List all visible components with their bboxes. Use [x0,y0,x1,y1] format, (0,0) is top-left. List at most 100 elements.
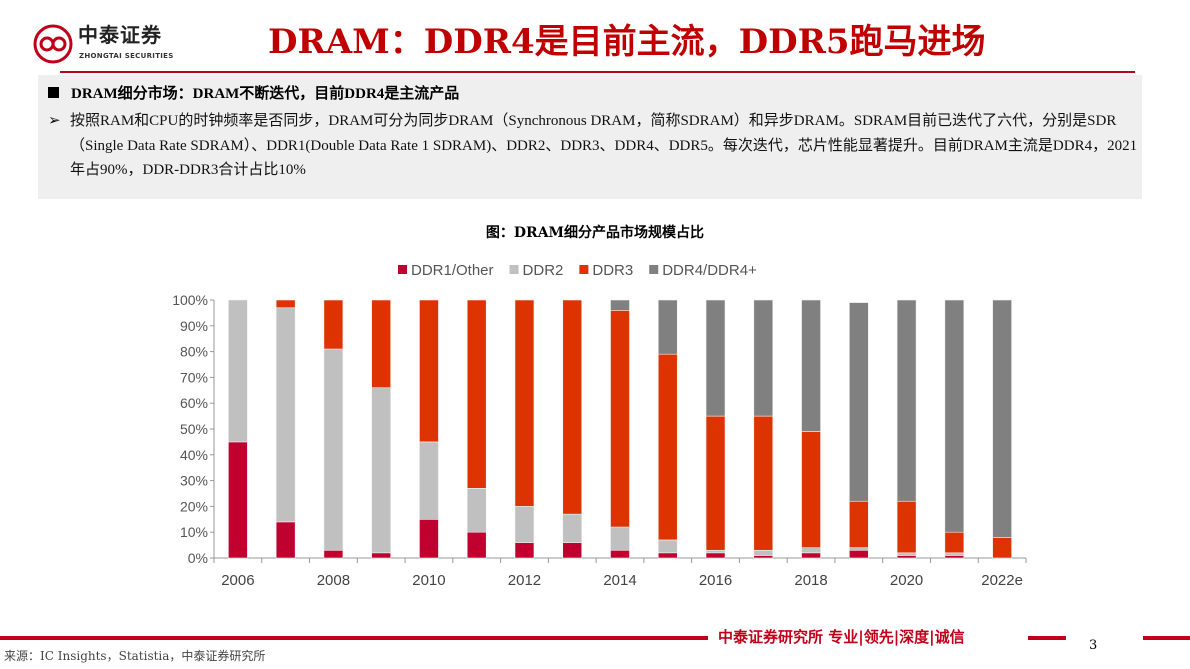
x-tick-label: 2020 [890,572,923,589]
y-tick-label: 100% [172,292,208,308]
x-tick-label: 2008 [317,572,350,589]
bar-segment-ddr1-other-2007 [275,521,296,559]
y-tick-label: 80% [180,344,208,360]
bar-segment-ddr2-2015 [657,539,678,554]
bar-segment-ddr4-ddr4--2021 [944,299,965,533]
bar-segment-ddr3-2015 [657,353,678,541]
bar-segment-ddr1-other-2013 [562,542,583,559]
bar-segment-ddr1-other-2010 [419,518,439,559]
summary-heading: DRAM细分市场：DRAM不断迭代，目前DDR4是主流产品 [48,84,459,104]
bar-segment-ddr2-2013 [562,513,583,543]
legend-label: DDR1/Other [411,262,494,279]
bar-segment-ddr1-other-2008 [323,549,344,559]
x-tick-label: 2012 [508,572,541,589]
bar-segment-ddr3-2012 [514,299,535,507]
legend-swatch [509,265,519,274]
bar-segment-ddr1-other-2006 [228,441,248,559]
y-tick-label: 60% [180,395,208,411]
y-tick-label: 30% [180,473,208,489]
bar-segment-ddr3-2020 [896,500,917,554]
bar-segment-ddr2-2008 [323,348,344,551]
bar-segment-ddr3-2008 [323,299,344,350]
title-divider [60,71,1135,73]
page-title: DRAM：DDR4是目前主流，DDR5跑马进场 [268,22,986,62]
legend-swatch [649,265,659,274]
page-number: 3 [1089,638,1098,653]
bar-segment-ddr1-other-2021 [944,555,965,559]
bar-segment-ddr1-other-2018 [801,552,821,559]
bar-segment-ddr4-ddr4--2014 [610,299,630,311]
x-tick-label: 2018 [794,572,827,589]
bar-segment-ddr3-2007 [275,299,296,309]
bar-segment-ddr2-2016 [705,549,726,554]
bar-segment-ddr2-2012 [514,506,535,543]
x-tick-label: 2010 [412,572,445,589]
bar-segment-ddr3-2013 [562,299,583,515]
bar-segment-ddr3-2018 [801,431,821,548]
footer-line-mid [1028,636,1066,640]
logo-subtext: ZHONGTAI SECURITIES [79,52,174,60]
bar-segment-ddr2-2007 [275,307,296,523]
summary-body-text: 按照RAM和CPU的时钟频率是否同步，DRAM可分为同步DRAM（Synchro… [70,113,1138,178]
bar-segment-ddr3-2017 [753,415,774,551]
bar-segment-ddr2-2010 [419,441,439,520]
bar-segment-ddr2-2009 [371,387,391,554]
bar-segment-ddr1-other-2014 [610,549,630,559]
bar-segment-ddr2-2011 [466,488,487,533]
bar-segment-ddr1-other-2016 [705,552,726,559]
chart-title: 图：DRAM细分产品市场规模占比 [485,225,705,241]
bar-segment-ddr1-other-2009 [371,552,391,559]
legend-swatch [579,265,589,274]
square-bullet-icon [48,87,59,98]
bar-segment-ddr3-2022e [992,537,1012,559]
bar-segment-ddr3-2009 [371,299,391,389]
bar-segment-ddr1-other-2017 [753,555,774,559]
bar-segment-ddr1-other-2015 [657,552,678,559]
bar-segment-ddr1-other-2019 [849,549,869,559]
bar-segment-ddr2-2014 [610,526,630,551]
bar-segment-ddr4-ddr4--2018 [801,299,821,432]
bar-segment-ddr4-ddr4--2017 [753,299,774,417]
bar-segment-ddr2-2019 [849,547,869,551]
bar-segment-ddr3-2011 [466,299,487,489]
legend-swatch [398,265,407,274]
y-tick-label: 0% [188,550,208,566]
bar-segment-ddr3-2021 [944,531,965,554]
logo-text: 中泰证券 [78,23,162,47]
bar-segment-ddr3-2014 [610,310,630,528]
bar-segment-ddr2-2021 [944,552,965,556]
x-tick-label: 2016 [699,572,732,589]
x-tick-label: 2022e [981,572,1023,589]
footer-slogan: 中泰证券研究所 专业|领先|深度|诚信 [718,628,965,646]
footer-line-left [0,636,708,640]
bar-segment-ddr2-2006 [228,299,248,443]
bar-segment-ddr2-2018 [801,547,821,554]
bar-segment-ddr4-ddr4--2019 [849,302,869,502]
y-tick-label: 70% [180,369,208,385]
x-tick-label: 2014 [603,572,636,589]
bar-segment-ddr4-ddr4--2020 [896,299,917,502]
bar-segment-ddr1-other-2011 [466,531,487,559]
arrow-bullet-icon: ➢ [48,113,61,129]
zhongtai-logo-icon [33,24,73,64]
y-tick-label: 40% [180,447,208,463]
y-tick-label: 90% [180,318,208,334]
bar-segment-ddr1-other-2020 [896,555,917,559]
y-tick-label: 10% [180,524,208,540]
bar-segment-ddr4-ddr4--2016 [705,299,726,417]
summary-heading-text: DRAM细分市场：DRAM不断迭代，目前DDR4是主流产品 [71,86,460,102]
footer-line-right [1143,636,1190,640]
legend-label: DDR4/DDR4+ [662,262,757,279]
y-tick-label: 50% [180,421,208,437]
legend-label: DDR3 [592,262,633,279]
bar-segment-ddr3-2010 [419,299,439,443]
source-note: 来源：IC Insights，Statistia，中泰证券研究所 [4,649,266,663]
bar-segment-ddr2-2017 [753,549,774,556]
summary-paragraph: ➢ 按照RAM和CPU的时钟频率是否同步，DRAM可分为同步DRAM（Synch… [48,109,1138,183]
bar-segment-ddr3-2016 [705,415,726,551]
bar-segment-ddr3-2019 [849,500,869,548]
bar-segment-ddr2-2020 [896,552,917,556]
legend-label: DDR2 [523,262,564,279]
